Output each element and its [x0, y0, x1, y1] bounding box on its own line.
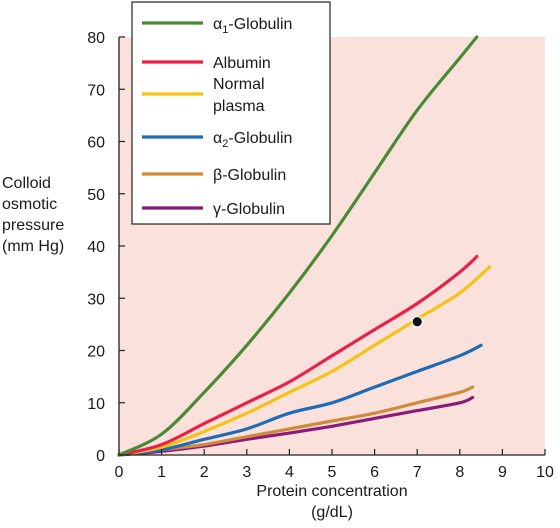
y-axis-title: (mm Hg) [2, 238, 64, 255]
legend-label--2-globulin: α2-Globulin [213, 130, 292, 150]
x-tick-label: 4 [285, 464, 294, 481]
series-line-albumin [117, 254, 479, 457]
legend: α1-Globulin Albumin Normal plasma α2-Globuli… [131, 1, 331, 225]
axes-group: 0 1 2 3 4 5 6 7 8 9 10 0 10 20 30 40 50 60 70 80 Protein con… [2, 30, 554, 521]
series-line--globulin [117, 395, 475, 457]
y-tick-label: 50 [87, 187, 105, 204]
x-tick-label: 7 [413, 464, 422, 481]
x-axis-title: (g/dL) [311, 504, 353, 521]
x-tick-label: 0 [115, 464, 124, 481]
x-tick-label: 6 [370, 464, 379, 481]
legend-box [131, 1, 331, 225]
x-tick-label: 1 [157, 464, 166, 481]
x-axis-title: Protein concentration [256, 483, 407, 500]
y-tick-label: 10 [87, 396, 105, 413]
legend-label-normal-plasma-line2: plasma [213, 98, 265, 115]
y-tick-label: 30 [87, 291, 105, 308]
series-line-normal-plasma [117, 265, 492, 457]
y-tick-label: 80 [87, 30, 105, 47]
series-line--globulin [117, 385, 475, 457]
x-tick-label: 8 [455, 464, 464, 481]
x-tick-label: 5 [328, 464, 337, 481]
y-tick-label: 40 [87, 239, 105, 256]
y-tick-label: 0 [96, 448, 105, 465]
series-line--1-globulin [117, 35, 479, 457]
y-tick-label: 20 [87, 344, 105, 361]
y-tick-label: 70 [87, 82, 105, 99]
legend-label--globulin: γ-Globulin [213, 201, 285, 218]
x-tick-label: 9 [498, 464, 507, 481]
legend-label--globulin: β-Globulin [213, 167, 286, 184]
annotation-group [411, 315, 423, 328]
legend-label-albumin: Albumin [213, 55, 271, 72]
y-axis-title: pressure [2, 217, 64, 234]
y-axis-title: Colloid [2, 175, 51, 192]
legend-label--1-globulin: α1-Globulin [213, 16, 292, 36]
y-tick-label: 60 [87, 135, 105, 152]
x-tick-label: 2 [200, 464, 209, 481]
legend-label-normal-plasma: Normal [213, 76, 265, 93]
normal-plasma-point [411, 315, 423, 328]
series-group [117, 35, 492, 457]
y-axis-title: osmotic [2, 196, 57, 213]
x-tick-label: 10 [536, 464, 554, 481]
x-tick-label: 3 [242, 464, 251, 481]
series-line--2-globulin [117, 343, 483, 457]
